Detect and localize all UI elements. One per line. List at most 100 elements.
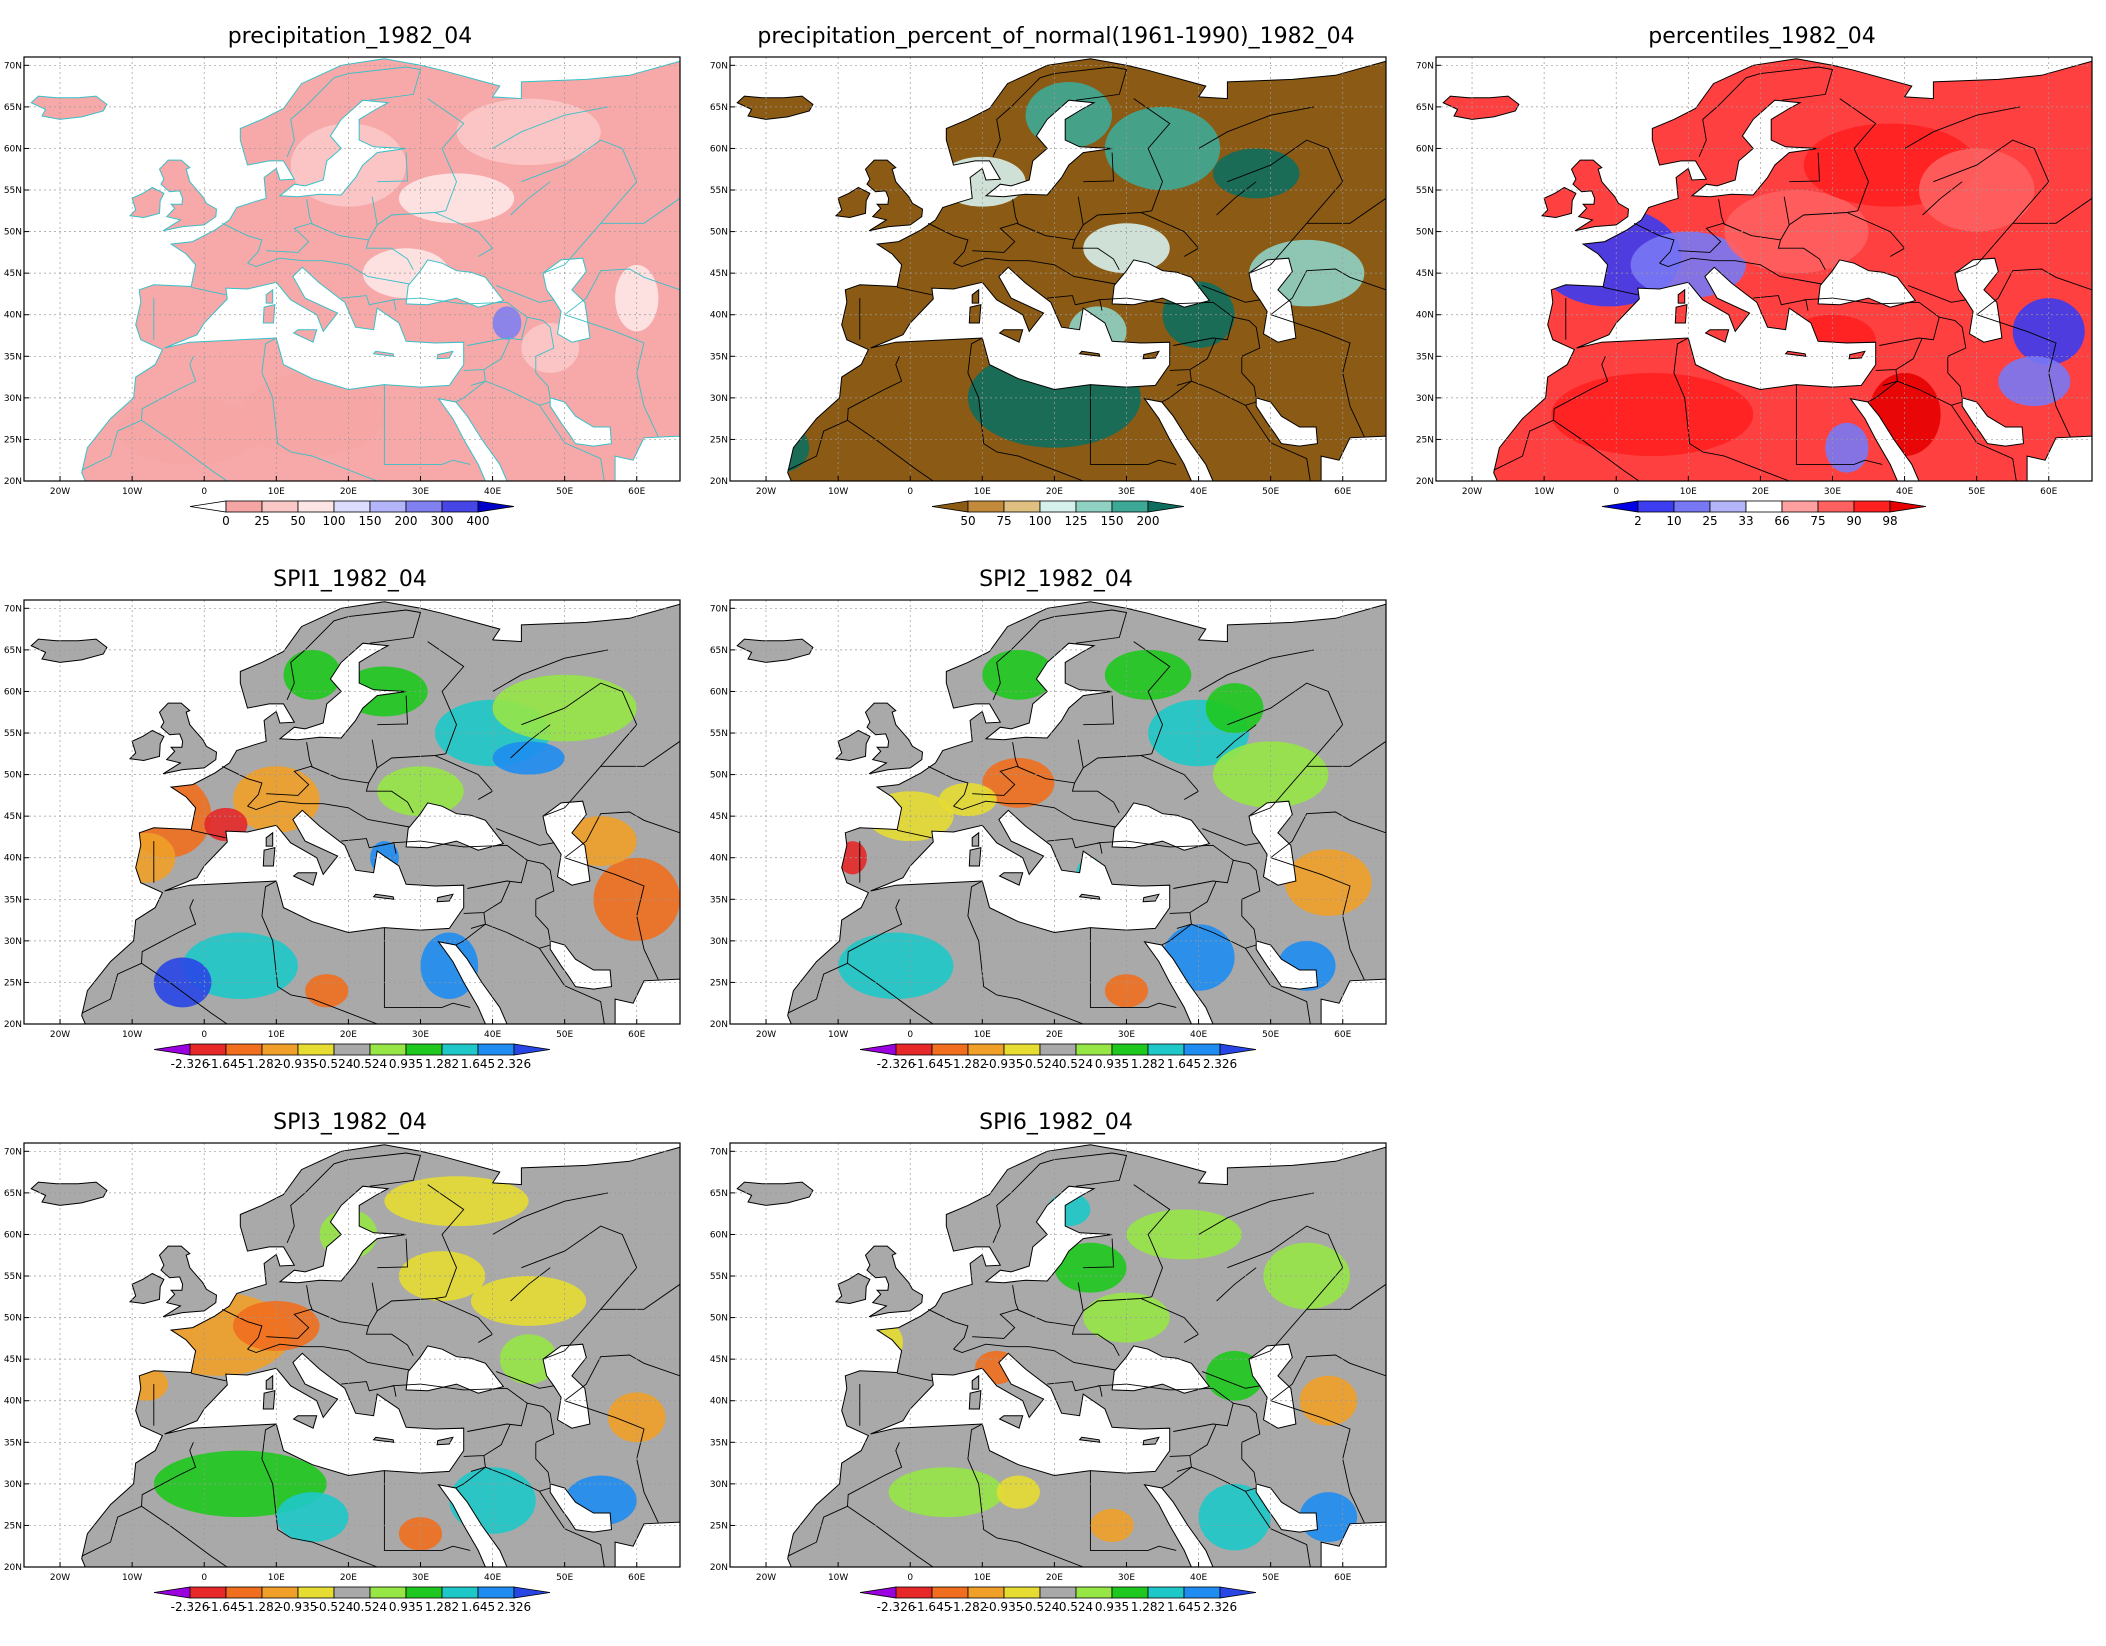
lon-tick-label: 0	[201, 1030, 207, 1040]
country-border	[1189, 1455, 1257, 1492]
country-border	[1097, 1383, 1234, 1432]
panel-precipitation: precipitation_1982_04 70N 65N 60N 55N 50N 45N…	[0, 20, 700, 560]
country-border	[483, 912, 551, 949]
country-border	[2012, 181, 2050, 224]
country-border	[1133, 1184, 1171, 1297]
lon-tick-label: 50E	[1262, 487, 1279, 497]
panel-spi2: SPI2_1982_04 70N 65N 60N 55N 50N 45N 40N 35N 30N…	[706, 563, 1406, 1103]
colorbar-segment	[1039, 500, 1077, 513]
sea-red	[437, 940, 508, 1024]
country-border	[1846, 212, 1906, 257]
island-gb	[158, 159, 218, 232]
lon-tick-label: 30E	[412, 1030, 429, 1040]
lat-tick-label: 55N	[4, 729, 22, 739]
colorbar-segment	[967, 1586, 1005, 1599]
lat-tick-label: 20N	[710, 1020, 728, 1030]
colorbar-segment	[405, 500, 443, 513]
lon-tick-label: 50E	[1968, 487, 1985, 497]
colorbar-arrow-low	[859, 1043, 897, 1056]
island-iceland	[30, 95, 108, 120]
lat-tick-label: 60N	[710, 687, 728, 697]
lat-tick-label: 70N	[1416, 61, 1434, 71]
country-border	[564, 268, 680, 316]
country-border	[247, 1343, 324, 1353]
country-border	[455, 923, 486, 946]
colorbar-label: 2.326	[1203, 1057, 1237, 1071]
anomaly-region	[1998, 356, 2071, 407]
lat-tick-label: 70N	[4, 604, 22, 614]
sea-black	[1111, 259, 1211, 308]
colorbar-label: -2.326	[171, 1057, 210, 1071]
country-border	[341, 295, 397, 311]
country-border	[1202, 1371, 1260, 1389]
lon-tick-label: 20W	[756, 487, 776, 497]
map-svg: 70N 65N 60N 55N 50N 45N 40N 35N 30N 25N 20N 20W 10W 0…	[4, 56, 681, 528]
lat-tick-label: 25N	[710, 1521, 728, 1531]
country-border	[1908, 285, 1966, 303]
country-border	[600, 1267, 638, 1310]
lon-tick-label: 40E	[1896, 487, 1913, 497]
lat-tick-label: 30N	[4, 394, 22, 404]
island-sicily	[292, 872, 318, 886]
lon-tick-label: 20W	[756, 1573, 776, 1583]
island-corsica	[971, 831, 980, 847]
colorbar-segment	[189, 1586, 227, 1599]
country-border	[1788, 210, 1858, 226]
country-border	[510, 1267, 551, 1302]
sea-baltic	[984, 642, 1113, 741]
country-border	[1954, 197, 2092, 274]
colorbar-label: 300	[431, 514, 454, 528]
colorbar-label: 0.935	[1095, 1600, 1129, 1614]
colorbar-segment	[405, 1586, 443, 1599]
lon-tick-label: 20E	[340, 1573, 357, 1583]
island-cyprus	[436, 1436, 454, 1446]
colorbar-segment	[1637, 500, 1675, 513]
country-border	[1202, 285, 1260, 303]
colorbar-label: -1.282	[949, 1600, 988, 1614]
country-border	[1012, 196, 1084, 241]
island-iceland	[736, 1181, 814, 1206]
colorbar-label: 0	[222, 514, 230, 528]
lon-tick-label: 0	[201, 487, 207, 497]
colorbar-label: 400	[467, 514, 490, 528]
island-ie	[128, 1272, 165, 1305]
country-border	[1553, 419, 1640, 481]
lon-tick-label: 40E	[1190, 1573, 1207, 1583]
colorbar-arrow-low	[859, 1586, 897, 1599]
country-border	[1082, 210, 1152, 226]
island-ie	[128, 729, 165, 762]
colorbar-segment	[1075, 1586, 1113, 1599]
sea-baltic	[278, 99, 407, 198]
country-border	[266, 222, 313, 253]
colorbar-segment	[1745, 500, 1783, 513]
lat-tick-label: 70N	[710, 1147, 728, 1157]
country-border	[1083, 152, 1114, 183]
colorbar-label: 100	[323, 514, 346, 528]
country-border	[1702, 451, 1790, 481]
island-gb	[864, 159, 924, 232]
country-border	[1270, 811, 1386, 859]
lat-tick-label: 40N	[710, 854, 728, 864]
country-border	[247, 800, 324, 810]
country-border	[1248, 197, 1386, 274]
lon-tick-label: 40E	[1190, 1030, 1207, 1040]
lon-tick-label: 30E	[1824, 487, 1841, 497]
colorbar-segment	[261, 1586, 299, 1599]
country-border	[1071, 782, 1120, 814]
anomaly-region	[1198, 1483, 1271, 1551]
lat-tick-label: 50N	[1416, 228, 1434, 238]
country-border	[1089, 384, 1177, 465]
island-ie	[834, 186, 871, 219]
colorbar-label: 0.524	[1059, 1600, 1093, 1614]
island-sardinia	[1674, 304, 1688, 324]
colorbar-segment	[1709, 500, 1747, 513]
lon-tick-label: 20W	[50, 1573, 70, 1583]
country-border	[1245, 405, 1311, 481]
lat-tick-label: 40N	[4, 1397, 22, 1407]
lat-tick-label: 20N	[4, 1020, 22, 1030]
country-border	[1082, 1296, 1152, 1312]
sea-baltic	[278, 1185, 407, 1284]
anomaly-region	[607, 1392, 666, 1443]
lat-tick-label: 45N	[710, 1355, 728, 1365]
country-border	[1216, 1267, 1257, 1302]
